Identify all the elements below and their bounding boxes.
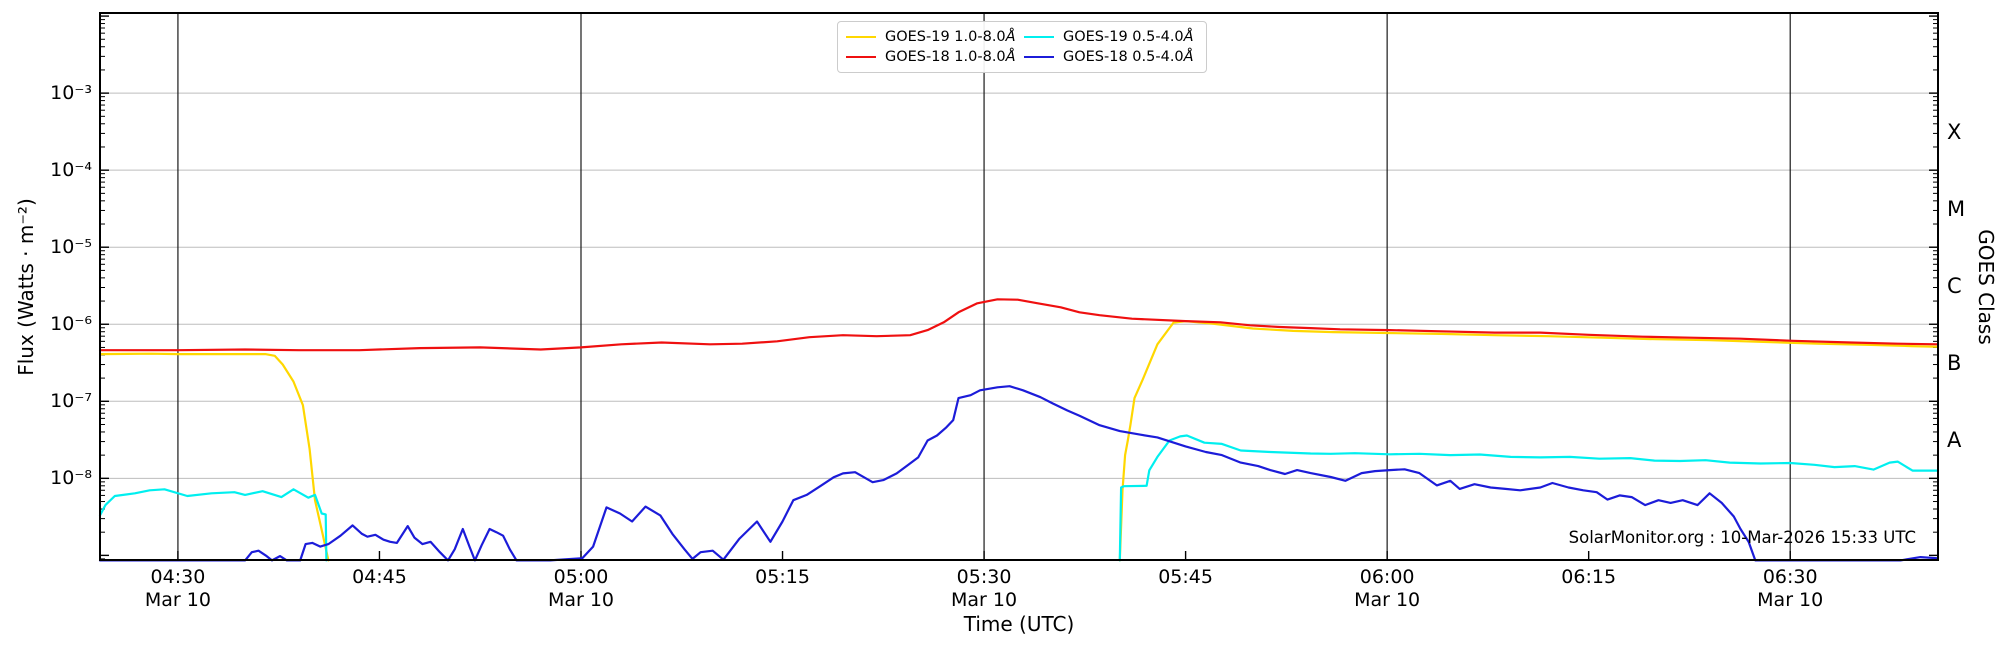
y-tick-label: 10⁻⁷ <box>50 390 92 413</box>
x-axis-title: Time (UTC) <box>963 612 1075 636</box>
goes-class-letter-B: B <box>1947 350 1962 375</box>
legend-line-swatch <box>846 55 876 59</box>
series-GOES-18 1.0-8.0Å <box>98 298 1940 352</box>
goes-class-letter-A: A <box>1947 427 1962 452</box>
series-GOES-19 0.5-4.0Å <box>1118 434 1938 562</box>
series-GOES-19 1.0-8.0Å <box>98 352 330 562</box>
x-tick-label: 05:30 <box>956 566 1012 588</box>
legend-item: GOES-18 1.0-8.0Å <box>846 49 1020 65</box>
x-date-label: Mar 10 <box>547 589 615 611</box>
legend-label: GOES-19 0.5-4.0Å <box>1063 29 1194 45</box>
angstrom-symbol: Å <box>1183 49 1194 65</box>
x-date-label: Mar 10 <box>1354 589 1421 611</box>
legend-label: GOES-18 0.5-4.0Å <box>1063 49 1194 65</box>
legend-line-swatch <box>1024 35 1054 39</box>
series-GOES-19 0.5-4.0Å <box>98 488 328 562</box>
y-tick-label: 10⁻³ <box>50 82 92 105</box>
y-tick-label: 10⁻⁵ <box>50 236 92 259</box>
legend-item: GOES-19 1.0-8.0Å <box>846 29 1020 45</box>
x-tick-label: 05:15 <box>755 566 810 588</box>
goes-class-letter-M: M <box>1947 196 1966 221</box>
y-tick-label: 10⁻⁴ <box>50 159 92 182</box>
y-axis-title-right: GOES Class <box>1974 229 1998 345</box>
goes-class-letter-C: C <box>1947 273 1962 298</box>
x-date-label: Mar 10 <box>951 589 1018 611</box>
x-tick-label: 05:45 <box>1158 566 1213 588</box>
series-GOES-18 0.5-4.0Å <box>98 385 1938 562</box>
angstrom-symbol: Å <box>1005 29 1016 45</box>
plot-border <box>99 12 1939 561</box>
legend-label: GOES-18 1.0-8.0Å <box>885 49 1016 65</box>
x-tick-label: 06:30 <box>1762 566 1818 588</box>
x-tick-label: 04:45 <box>352 566 407 588</box>
legend-line-swatch <box>1024 55 1054 59</box>
y-tick-label: 10⁻⁸ <box>50 467 92 490</box>
legend-item: GOES-18 0.5-4.0Å <box>1024 49 1198 65</box>
series-GOES-19 1.0-8.0Å <box>1118 320 1940 562</box>
x-tick-label: 04:30 <box>150 566 206 588</box>
legend-label: GOES-19 1.0-8.0Å <box>885 29 1016 45</box>
y-axis-title-left: Flux (Watts · m⁻²) <box>14 198 38 376</box>
x-date-label: Mar 10 <box>144 589 211 611</box>
watermark: SolarMonitor.org : 10-Mar-2026 15:33 UTC <box>1568 528 1916 547</box>
x-tick-label: 06:00 <box>1359 566 1415 588</box>
x-tick-label: 05:00 <box>553 566 609 588</box>
legend-line-swatch <box>846 35 876 39</box>
legend: GOES-19 1.0-8.0Å GOES-19 0.5-4.0Å GOES-18 … <box>837 21 1207 73</box>
goes-class-letter-X: X <box>1947 119 1962 144</box>
legend-item: GOES-19 0.5-4.0Å <box>1024 29 1198 45</box>
x-date-label: Mar 10 <box>1757 589 1824 611</box>
x-tick-label: 06:15 <box>1561 566 1617 588</box>
angstrom-symbol: Å <box>1005 49 1016 65</box>
y-tick-label: 10⁻⁶ <box>50 313 92 336</box>
angstrom-symbol: Å <box>1183 29 1194 45</box>
